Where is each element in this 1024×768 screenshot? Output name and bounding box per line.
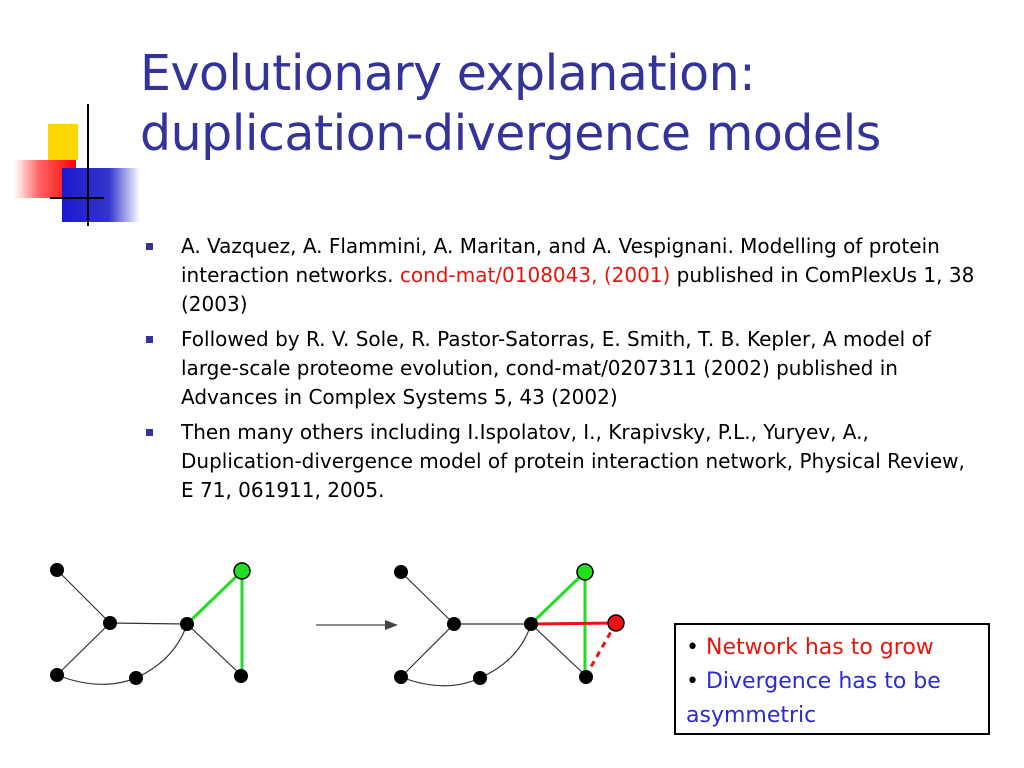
duplication-divergence-diagram [50, 562, 625, 687]
list-item: A. Vazquez, A. Flammini, A. Maritan, and… [146, 232, 976, 319]
graph-after-edges [400, 571, 587, 687]
key-point-divergence-text: Divergence has to be [705, 669, 941, 694]
graph-before-edges [56, 569, 241, 685]
reference-list: A. Vazquez, A. Flammini, A. Maritan, and… [146, 232, 976, 511]
bullet-dot-icon: • [686, 635, 699, 660]
square-bullet-icon [146, 243, 153, 250]
title-line-1: Evolutionary explanation: [140, 45, 756, 102]
list-item: Then many others including I.Ispolatov, … [146, 418, 976, 505]
graph-after-nodes [394, 563, 625, 685]
bullet-dot-icon: • [686, 669, 699, 694]
bullet-text: Then many others including I.Ispolatov, … [181, 420, 965, 502]
square-bullet-icon [146, 429, 153, 436]
square-bullet-icon [146, 336, 153, 343]
bullet-text-continued: published in ComPlexUs 1, 38 (2003) [181, 263, 975, 316]
graph-after-red-edges [530, 621, 618, 673]
highlighted-citation: cond-mat/0108043, (2001) [399, 263, 671, 287]
arrow-icon [316, 620, 398, 630]
slide-title: Evolutionary explanation: duplication-di… [140, 44, 1010, 164]
graph-before-nodes [50, 562, 251, 685]
key-points-box: • Network has to grow • Divergence has t… [674, 623, 990, 735]
bullet-text: Followed by R. V. Sole, R. Pastor-Satorr… [181, 327, 931, 409]
bullet-text: A. Vazquez, A. Flammini, A. Maritan, and… [181, 234, 940, 287]
key-point-grow-text: Network has to grow [705, 635, 934, 660]
key-point-divergence-continued: asymmetric [686, 703, 817, 728]
key-point-grow: • Network has to grow [686, 631, 980, 665]
graph-before-green-edges [185, 569, 244, 674]
key-point-divergence: • Divergence has to be [686, 665, 980, 699]
decorative-corner-graphic [14, 104, 140, 226]
list-item: Followed by R. V. Sole, R. Pastor-Satorr… [146, 325, 976, 412]
title-line-2: duplication-divergence models [140, 105, 881, 162]
